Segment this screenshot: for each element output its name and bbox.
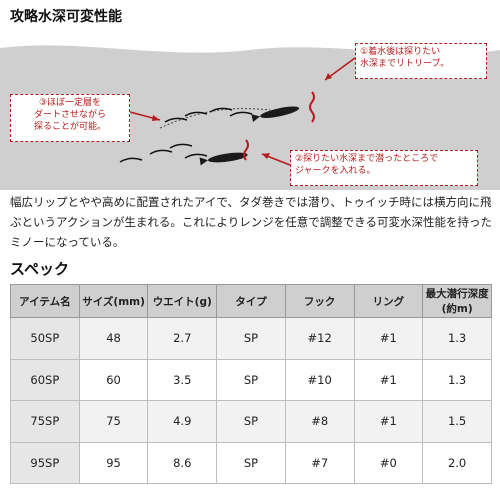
callout-step-2: ②探りたい水深まで潜ったところで ジャークを入れる。: [290, 150, 478, 186]
description-text: 幅広リップとやや高めに配置されたアイで、タダ巻きでは潜り、トゥイッチ時には横方向…: [10, 195, 492, 249]
table-cell: #8: [284, 400, 355, 443]
table-cell: SP: [216, 400, 286, 443]
jerk-wave: [309, 91, 315, 123]
table-cell: 48: [78, 317, 149, 360]
section-title: 攻略水深可変性能: [10, 9, 122, 25]
header-cell: 最大潜行深度(約m): [422, 284, 492, 318]
header-cell: アイテム名: [10, 284, 80, 318]
table-cell: 1.3: [422, 317, 492, 360]
table-cell: SP: [216, 441, 286, 484]
table-cell: 95SP: [10, 441, 80, 484]
dart-mark: [164, 117, 188, 123]
table-cell: 75: [78, 400, 149, 443]
table-cell: 75SP: [10, 400, 80, 443]
table-cell: #10: [284, 358, 355, 401]
callout-step-1: ①着水後は探りたい 水深までリトリーブ。: [355, 43, 487, 79]
header-cell: サイズ(mm): [78, 284, 149, 318]
table-cell: #1: [353, 317, 424, 360]
specs-heading: スペック: [10, 260, 69, 278]
dart-mark: [229, 111, 253, 117]
table-cell: 60SP: [10, 358, 80, 401]
table-cell: 50SP: [10, 317, 80, 360]
table-cell: 2.7: [147, 317, 218, 360]
table-row: 75SP 75 4.9 SP #8 #1 1.5: [10, 400, 492, 443]
table-cell: #0: [353, 441, 424, 484]
callout-step-3: ③ほぼ一定層を ダートさせながら 探ることが可能。: [10, 94, 130, 142]
table-cell: 8.6: [147, 441, 218, 484]
table-cell: 3.5: [147, 358, 218, 401]
dart-mark: [184, 153, 208, 159]
lure-upper: [251, 106, 300, 122]
table-cell: 2.0: [422, 441, 492, 484]
table-cell: 4.9: [147, 400, 218, 443]
table-cell: #1: [353, 400, 424, 443]
dart-mark: [149, 149, 173, 155]
dart-mark: [119, 157, 143, 163]
table-cell: 1.5: [422, 400, 492, 443]
table-cell: SP: [216, 317, 286, 360]
table-row: 60SP 60 3.5 SP #10 #1 1.3: [10, 358, 492, 401]
table-cell: #7: [284, 441, 355, 484]
lure-lower: [199, 152, 248, 166]
table-cell: 95: [78, 441, 149, 484]
dart-mark: [209, 107, 233, 113]
header-cell: フック: [284, 284, 355, 318]
table-cell: #12: [284, 317, 355, 360]
dart-mark: [169, 143, 193, 149]
table-cell: 60: [78, 358, 149, 401]
table-cell: 1.3: [422, 358, 492, 401]
table-header-row: アイテム名 サイズ(mm) ウエイト(g) タイプ フック リング 最大潜行深度…: [10, 284, 492, 318]
header-cell: ウエイト(g): [147, 284, 218, 318]
header-cell: タイプ: [216, 284, 286, 318]
retrieve-line: [159, 108, 271, 129]
table-cell: SP: [216, 358, 286, 401]
dart-mark: [184, 111, 208, 117]
table-cell: #1: [353, 358, 424, 401]
spec-table: アイテム名 サイズ(mm) ウエイト(g) タイプ フック リング 最大潜行深度…: [10, 284, 492, 484]
table-row: 50SP 48 2.7 SP #12 #1 1.3: [10, 317, 492, 360]
table-row: 95SP 95 8.6 SP #7 #0 2.0: [10, 441, 492, 484]
header-cell: リング: [353, 284, 424, 318]
jerk-wave: [243, 139, 249, 161]
